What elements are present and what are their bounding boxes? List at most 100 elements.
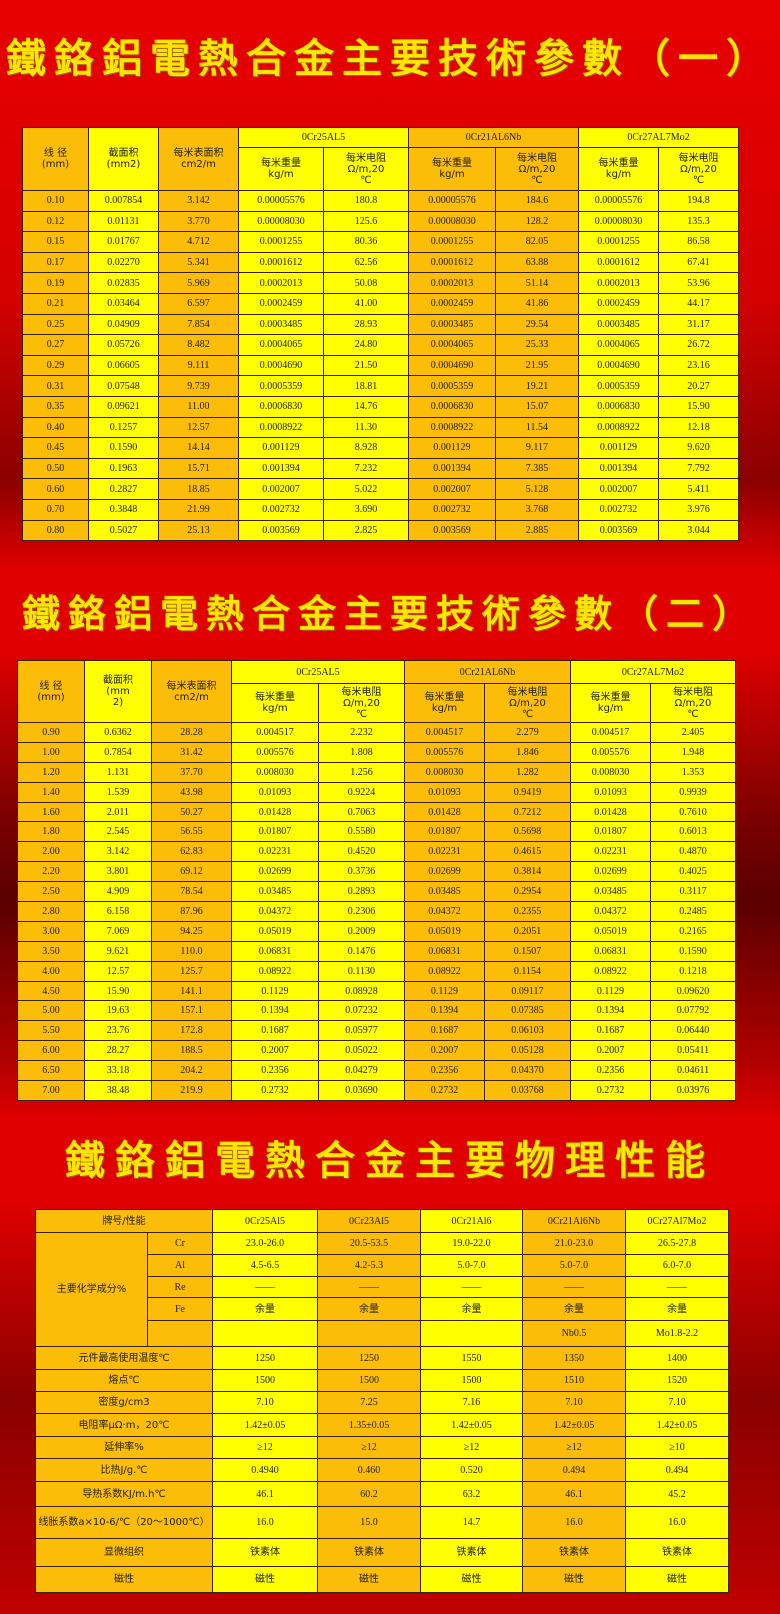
table-cell: 53.96 — [657, 272, 740, 294]
table-cell: 0.2007 — [231, 1040, 319, 1062]
table-cell: 0.06103 — [484, 1020, 571, 1042]
table-cell: 4.2-5.3 — [317, 1254, 421, 1277]
table-cell: 1.42±0.05 — [212, 1413, 318, 1437]
table-cell: 15.90 — [657, 395, 740, 418]
table-cell: 4.5-6.5 — [212, 1254, 318, 1277]
table-cell: 0.00008030 — [578, 210, 659, 233]
table-cell: 7.232 — [323, 457, 409, 480]
table-cell: 33.18 — [84, 1060, 152, 1082]
table-cell: 0.02231 — [231, 841, 319, 863]
table-cell: 0.19 — [22, 272, 89, 294]
table-cell: 21.99 — [158, 498, 239, 521]
table-cell: 6.50 — [17, 1060, 85, 1082]
table-cell: 26.5-27.8 — [625, 1232, 729, 1255]
table-cell: 0.08922 — [404, 960, 485, 982]
table-cell: 0.21 — [22, 292, 89, 315]
table-cell: 0.2954 — [484, 881, 571, 903]
element-label: Re — [147, 1276, 213, 1298]
composition-label: 主要化学成分% — [35, 1232, 148, 1347]
table-cell: 0.02835 — [88, 272, 159, 294]
table-cell: 2.885 — [495, 519, 579, 542]
table-cell: 0.0006830 — [408, 395, 496, 418]
table-cell: 0.2355 — [484, 901, 571, 922]
table-cell: 0.01093 — [231, 781, 319, 803]
table-cell: 0.1257 — [88, 416, 159, 439]
table-row: 5.00 19.63 157.1 0.1394 0.07232 0.1394 0.07385… — [17, 1000, 737, 1022]
title-technical-params-1: 鐵鉻鋁電熱合金主要技術參數（一） — [6, 35, 774, 82]
header-weight-per-meter: 每米重量 kg/m — [578, 147, 659, 191]
table-cell: 7.25 — [317, 1391, 421, 1414]
header-resistance-per-meter: 每米电阻 Ω/m,20 ℃ — [657, 147, 740, 191]
table-cell: 0.15 — [22, 231, 89, 253]
table-cell: 0.01093 — [404, 781, 485, 803]
table-cell: 41.00 — [323, 292, 409, 315]
table-cell: 0.08928 — [318, 980, 405, 1002]
table-cell: 0.45 — [22, 437, 89, 459]
table-cell: 14.76 — [323, 395, 409, 418]
table-cell: 0.0004065 — [578, 334, 659, 356]
table-cell: 1500 — [317, 1369, 421, 1392]
header-diameter: 线 径 (mm) — [22, 127, 89, 191]
table-cell: 0.001394 — [238, 457, 324, 480]
table-cell: 磁性 — [212, 1566, 318, 1593]
table-cell: 1500 — [420, 1369, 523, 1392]
table-cell: 12.18 — [657, 416, 740, 439]
table-cell: 56.55 — [151, 821, 232, 843]
table-cell: 0.1154 — [484, 960, 571, 982]
table-cell: 1350 — [522, 1346, 626, 1370]
table-cell: 6.0-7.0 — [625, 1254, 729, 1277]
table-row: 2.00 3.142 62.83 0.02231 0.4520 0.02231 0.4615… — [17, 841, 737, 863]
table-cell: 0.01767 — [88, 231, 159, 253]
table-cell: 9.621 — [84, 940, 152, 962]
table-cell: ≥12 — [522, 1436, 626, 1459]
table-cell: 15.07 — [495, 395, 579, 418]
table-cell: 铁素体 — [625, 1538, 729, 1567]
table-cell: 0.03485 — [231, 881, 319, 903]
table-row: 6.50 33.18 204.2 0.2356 0.04279 0.2356 0.04370… — [17, 1060, 737, 1082]
table-cell: 3.690 — [323, 498, 409, 521]
table-cell: Mo1.8-2.2 — [625, 1320, 729, 1347]
table-cell: 0.1590 — [88, 437, 159, 459]
table-cell: 0.2827 — [88, 478, 159, 500]
table-cell: 86.58 — [657, 231, 740, 253]
table-cell: 0.003569 — [408, 519, 496, 542]
table-cell: 0.2732 — [231, 1080, 319, 1101]
table-cell: 0.002732 — [408, 498, 496, 521]
table-row: 0.12 0.01131 3.770 0.00008030 125.6 0.0000803… — [22, 210, 740, 233]
table-cell: 20.5-53.5 — [317, 1232, 421, 1255]
table-cell: 0.2306 — [318, 901, 405, 922]
table-cell: 0.7854 — [84, 741, 152, 763]
table-cell: 21.95 — [495, 354, 579, 377]
table-cell: 0.02270 — [88, 251, 159, 274]
table-cell: 0.2051 — [484, 920, 571, 942]
physical-properties-table: 牌号/性能 0Cr25Al5 0Cr23Al5 0Cr21Al6 0Cr21Al6Nb 0… — [35, 1209, 729, 1593]
table-cell: 0.0006830 — [238, 395, 324, 418]
table-cell: 0.007854 — [88, 190, 159, 212]
table-cell: 15.90 — [84, 980, 152, 1002]
table-cell: 0.06605 — [88, 354, 159, 377]
table-cell: 余量 — [625, 1297, 729, 1321]
table-cell: 2.50 — [17, 881, 85, 903]
table-cell: 12.57 — [158, 416, 239, 439]
table-cell: 0.001129 — [578, 437, 659, 459]
table-row: 0.60 0.2827 18.85 0.002007 5.022 0.002007 5.12… — [22, 478, 740, 500]
table-cell: 0.001129 — [238, 437, 324, 459]
table-cell: 0.1218 — [649, 960, 737, 982]
table-row: 0.70 0.3848 21.99 0.002732 3.690 0.002732 3.76… — [22, 498, 740, 521]
composition-row: 主要化学成分% Cr 23.0-26.0 20.5-53.5 19.0-22.0 21.0… — [35, 1232, 729, 1347]
table-cell: 0.25 — [22, 313, 89, 336]
table-cell: 0.03768 — [484, 1080, 571, 1101]
table-cell: 19.63 — [84, 1000, 152, 1022]
table-cell: 铁素体 — [212, 1538, 318, 1567]
table-cell: 0.0002459 — [238, 292, 324, 315]
table-cell: 0.04370 — [484, 1060, 571, 1082]
property-label: 电阻率μΩ·m，20℃ — [35, 1413, 213, 1437]
table-row: 1.40 1.539 43.98 0.01093 0.9224 0.01093 0.9419… — [17, 781, 737, 803]
table-cell: 0.05411 — [649, 1040, 737, 1062]
table-cell: 0.01428 — [231, 801, 319, 823]
table-cell: 125.7 — [151, 960, 232, 982]
table-cell: 1.256 — [318, 761, 405, 783]
table-cell: 0.06831 — [404, 940, 485, 962]
table-cell: 1250 — [212, 1346, 318, 1370]
table-cell: 0.9419 — [484, 781, 571, 803]
